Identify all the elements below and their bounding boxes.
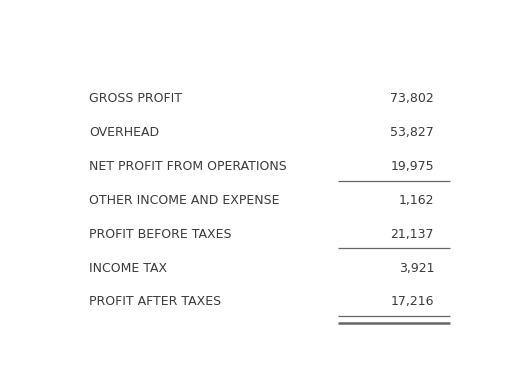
Text: NET PROFIT FROM OPERATIONS: NET PROFIT FROM OPERATIONS (89, 160, 286, 173)
Text: OVERHEAD: OVERHEAD (89, 126, 159, 139)
Text: PROFIT AFTER TAXES: PROFIT AFTER TAXES (89, 296, 221, 308)
Text: 19,975: 19,975 (391, 160, 434, 173)
Text: 53,827: 53,827 (391, 126, 434, 139)
Text: 3,921: 3,921 (398, 262, 434, 275)
Text: PROFIT BEFORE TAXES: PROFIT BEFORE TAXES (89, 228, 232, 241)
Text: 17,216: 17,216 (391, 296, 434, 308)
Text: GROSS PROFIT: GROSS PROFIT (89, 92, 182, 105)
Text: 21,137: 21,137 (391, 228, 434, 241)
Text: 73,802: 73,802 (391, 92, 434, 105)
Text: 1,162: 1,162 (398, 194, 434, 207)
Text: INCOME TAX: INCOME TAX (89, 262, 167, 275)
Text: OTHER INCOME AND EXPENSE: OTHER INCOME AND EXPENSE (89, 194, 279, 207)
